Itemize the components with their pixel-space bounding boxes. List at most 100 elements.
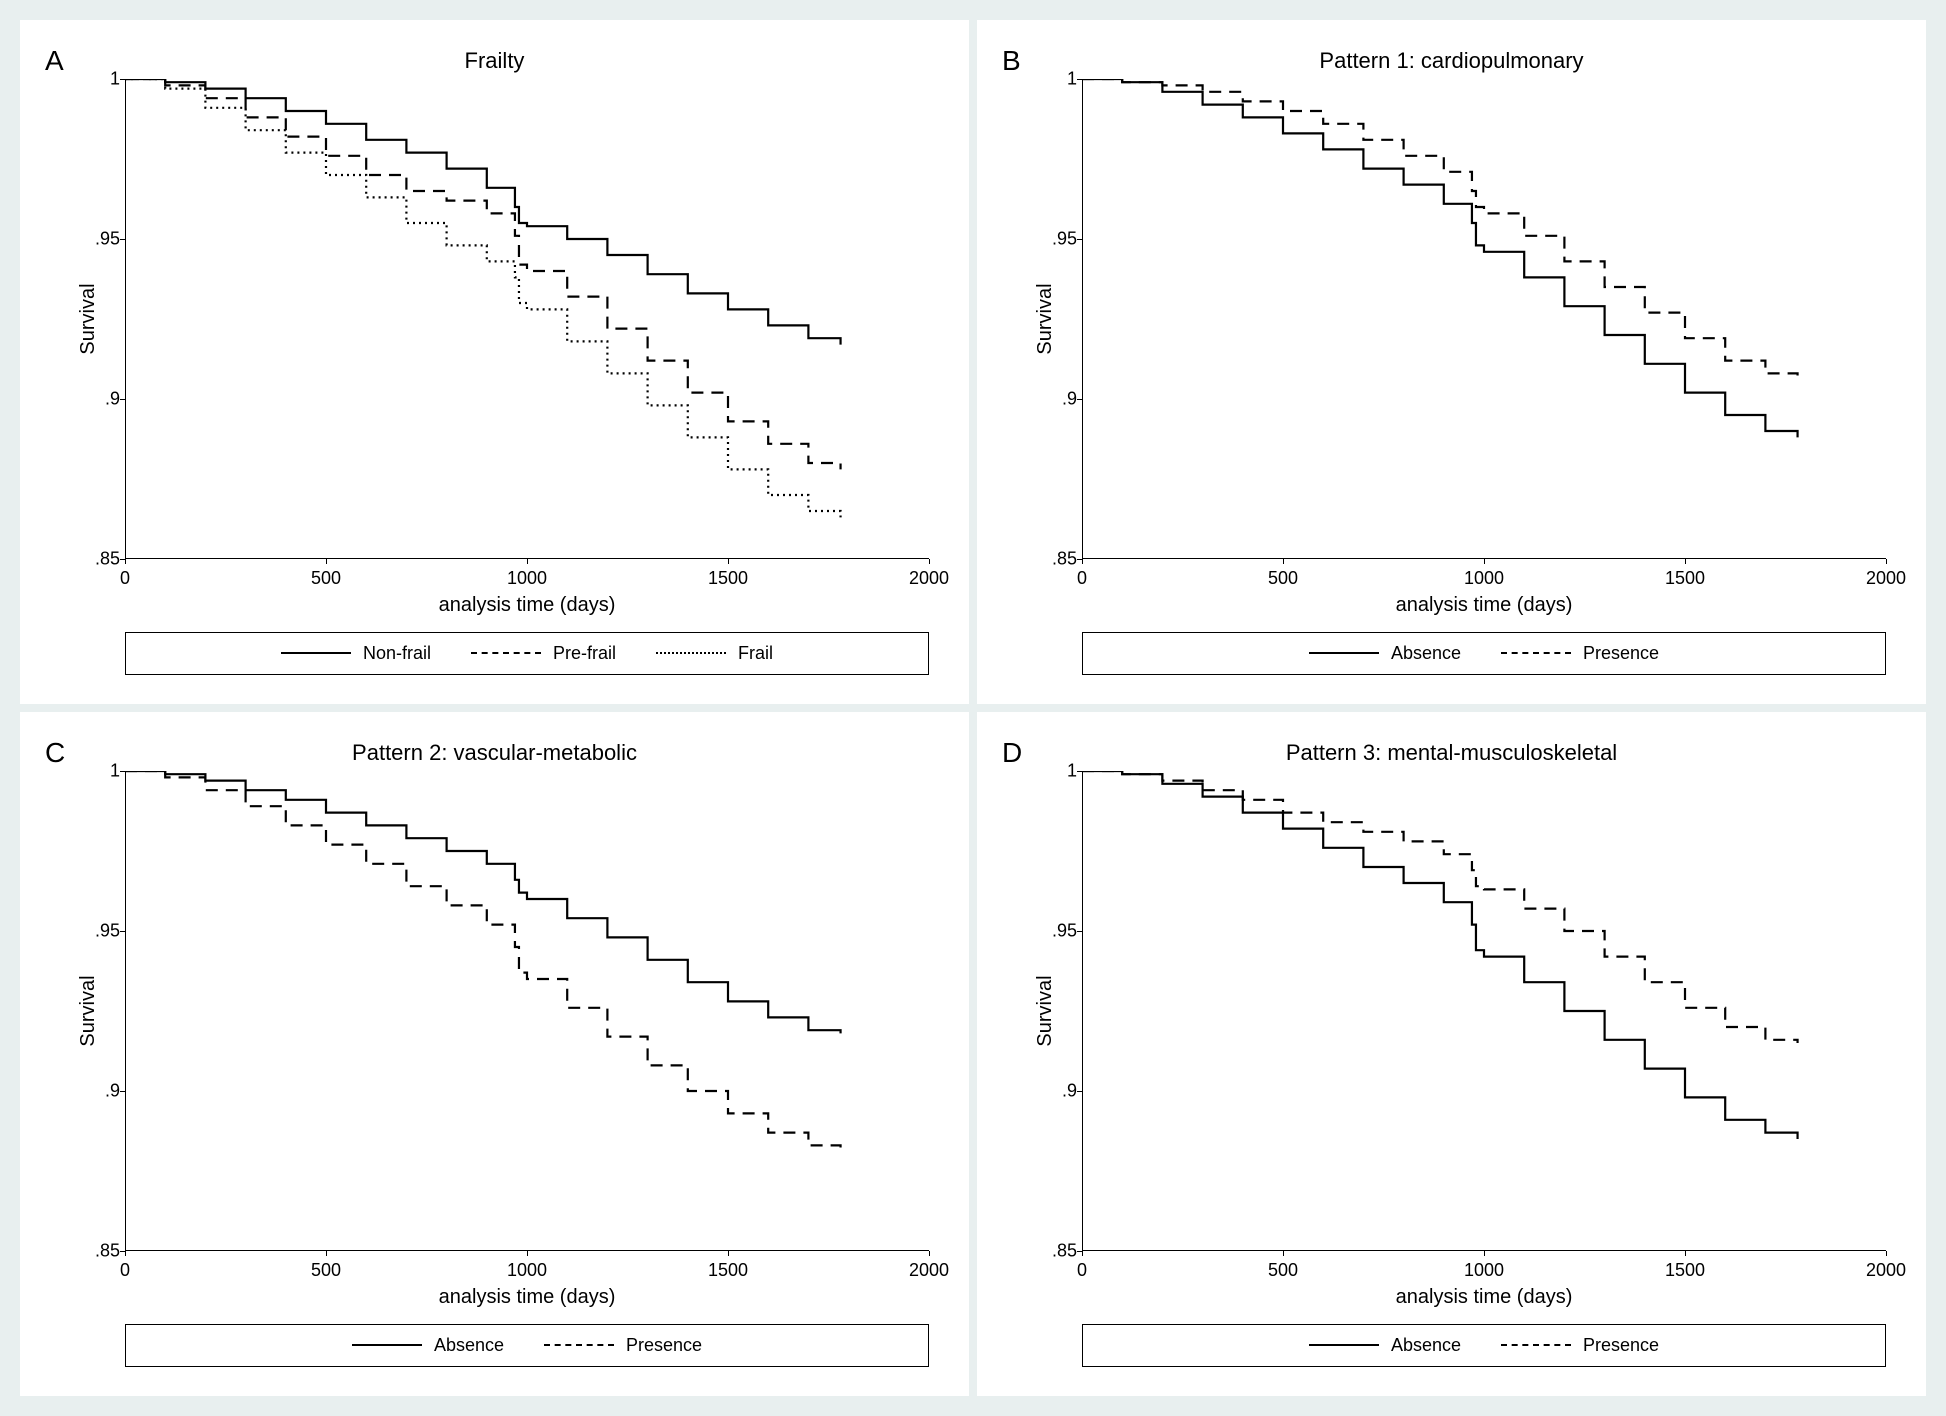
y-tick-mark <box>120 79 125 80</box>
legend-item: Pre-frail <box>471 643 616 664</box>
legend-label: Presence <box>626 1335 702 1356</box>
legend-b: Absence Presence <box>1082 632 1886 675</box>
figure-grid: A Frailty Survival .85.9.951050010001500… <box>0 0 1946 1416</box>
panel-title: Frailty <box>30 48 959 74</box>
legend-a: Non-frailPre-frailFrail <box>125 632 929 675</box>
survival-curve <box>125 79 841 345</box>
legend-label: Pre-frail <box>553 643 616 664</box>
y-axis-label: Survival <box>1034 975 1057 1046</box>
x-tick-label: 500 <box>311 568 341 589</box>
plot-area-b: Survival .85.9.9510500100015002000 <box>1082 79 1886 559</box>
legend-swatch <box>544 1344 614 1348</box>
x-tick-label: 0 <box>1077 1260 1087 1281</box>
legend-item: Non-frail <box>281 643 431 664</box>
legend-item: Presence <box>1501 1335 1659 1356</box>
x-tick-mark <box>125 559 126 564</box>
legend-item: Absence <box>1309 1335 1461 1356</box>
y-tick-label: .9 <box>75 1081 120 1102</box>
x-tick-mark <box>1283 1251 1284 1256</box>
x-tick-mark <box>1484 559 1485 564</box>
panel-letter: D <box>1002 737 1022 769</box>
legend-swatch <box>1501 652 1571 656</box>
y-tick-label: .85 <box>75 549 120 570</box>
legend-swatch <box>1309 1344 1379 1348</box>
y-tick-label: .95 <box>1032 921 1077 942</box>
legend-label: Absence <box>434 1335 504 1356</box>
panel-title: Pattern 3: mental-musculoskeletal <box>987 740 1916 766</box>
legend-label: Absence <box>1391 643 1461 664</box>
y-tick-label: .95 <box>75 229 120 250</box>
y-tick-mark <box>1077 239 1082 240</box>
x-tick-mark <box>1082 1251 1083 1256</box>
legend-label: Presence <box>1583 643 1659 664</box>
panel-letter: A <box>45 45 64 77</box>
x-tick-label: 1500 <box>1665 568 1705 589</box>
survival-curves-b <box>1082 79 1886 559</box>
survival-curve <box>125 771 841 1033</box>
panel-a: A Frailty Survival .85.9.951050010001500… <box>20 20 969 704</box>
x-tick-label: 1000 <box>507 1260 547 1281</box>
x-tick-mark <box>527 1251 528 1256</box>
x-tick-label: 500 <box>1268 1260 1298 1281</box>
y-tick-mark <box>1077 79 1082 80</box>
y-tick-mark <box>120 1091 125 1092</box>
x-tick-mark <box>1886 1251 1887 1256</box>
x-tick-mark <box>1886 559 1887 564</box>
legend-label: Presence <box>1583 1335 1659 1356</box>
y-tick-mark <box>1077 399 1082 400</box>
y-tick-mark <box>120 931 125 932</box>
panel-letter: C <box>45 737 65 769</box>
x-axis-label: analysis time (days) <box>125 594 929 617</box>
y-tick-label: 1 <box>75 69 120 90</box>
x-tick-label: 500 <box>311 1260 341 1281</box>
x-tick-mark <box>1685 559 1686 564</box>
survival-curve <box>125 79 841 469</box>
x-tick-label: 2000 <box>909 568 949 589</box>
y-tick-label: .9 <box>1032 1081 1077 1102</box>
x-tick-mark <box>326 559 327 564</box>
x-tick-mark <box>1484 1251 1485 1256</box>
y-tick-label: 1 <box>75 761 120 782</box>
plot-area-c: Survival .85.9.9510500100015002000 <box>125 771 929 1251</box>
panel-b: B Pattern 1: cardiopulmonary Survival .8… <box>977 20 1926 704</box>
x-axis-label: analysis time (days) <box>1082 1286 1886 1309</box>
y-tick-mark <box>120 399 125 400</box>
legend-swatch <box>471 652 541 656</box>
y-tick-label: .95 <box>1032 229 1077 250</box>
x-tick-label: 1500 <box>708 1260 748 1281</box>
y-axis-label: Survival <box>77 283 100 354</box>
x-tick-mark <box>929 559 930 564</box>
y-axis-label: Survival <box>77 975 100 1046</box>
y-tick-label: .9 <box>75 389 120 410</box>
y-tick-label: 1 <box>1032 761 1077 782</box>
panel-title: Pattern 1: cardiopulmonary <box>987 48 1916 74</box>
x-tick-label: 0 <box>120 568 130 589</box>
y-tick-mark <box>1077 1091 1082 1092</box>
legend-item: Presence <box>544 1335 702 1356</box>
legend-swatch <box>1309 652 1379 656</box>
legend-item: Absence <box>1309 643 1461 664</box>
survival-curve <box>1082 79 1798 437</box>
x-tick-label: 1000 <box>1464 568 1504 589</box>
legend-swatch <box>281 652 351 656</box>
x-tick-label: 2000 <box>1866 568 1906 589</box>
y-tick-label: .85 <box>1032 549 1077 570</box>
panel-letter: B <box>1002 45 1021 77</box>
legend-item: Presence <box>1501 643 1659 664</box>
x-tick-mark <box>125 1251 126 1256</box>
y-tick-mark <box>1077 931 1082 932</box>
y-tick-label: .95 <box>75 921 120 942</box>
legend-swatch <box>352 1344 422 1348</box>
x-tick-mark <box>1082 559 1083 564</box>
plot-area-d: Survival .85.9.9510500100015002000 <box>1082 771 1886 1251</box>
survival-curves-a <box>125 79 929 559</box>
y-tick-label: .85 <box>75 1241 120 1262</box>
x-tick-label: 2000 <box>909 1260 949 1281</box>
panel-d: D Pattern 3: mental-musculoskeletal Surv… <box>977 712 1926 1396</box>
y-tick-label: 1 <box>1032 69 1077 90</box>
x-tick-mark <box>728 559 729 564</box>
x-tick-label: 0 <box>120 1260 130 1281</box>
y-tick-label: .85 <box>1032 1241 1077 1262</box>
x-axis-label: analysis time (days) <box>125 1286 929 1309</box>
x-tick-label: 1500 <box>1665 1260 1705 1281</box>
